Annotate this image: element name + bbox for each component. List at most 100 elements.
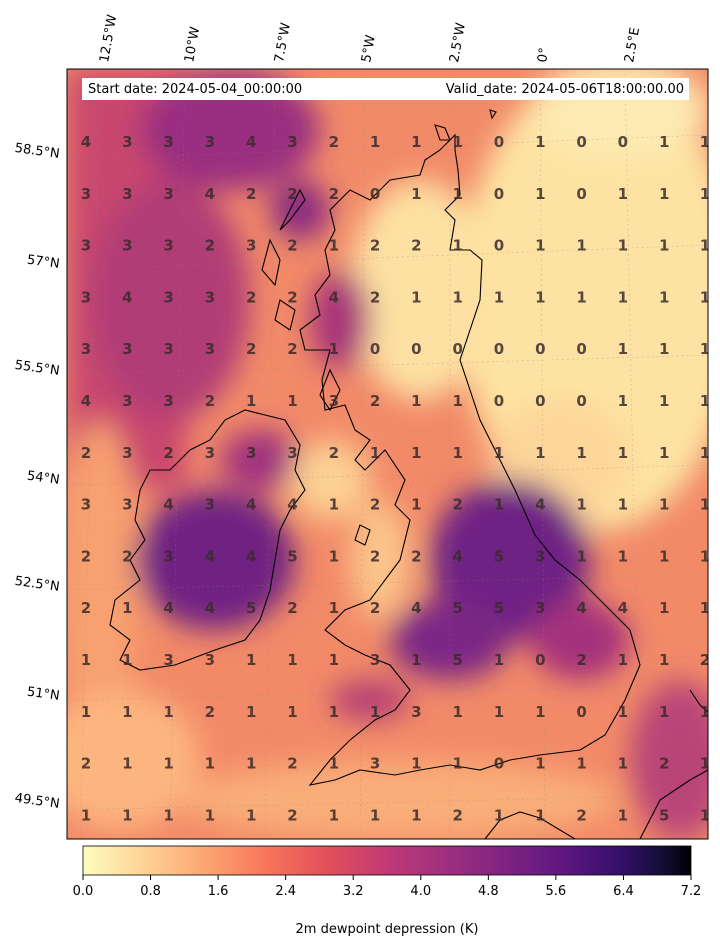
- grid-value: 0: [494, 185, 504, 203]
- grid-value: 3: [205, 496, 215, 514]
- grid-value: 2: [205, 237, 215, 255]
- grid-value-edge: 1: [700, 496, 710, 514]
- grid-value: 2: [287, 755, 297, 773]
- grid-value: 1: [618, 185, 628, 203]
- grid-value-edge: 1: [700, 444, 710, 462]
- grid-value: 2: [205, 703, 215, 721]
- grid-value: 3: [122, 444, 132, 462]
- grid-value: 3: [163, 288, 173, 306]
- grid-value: 1: [576, 444, 586, 462]
- grid-value: 2: [576, 651, 586, 669]
- grid-value: 0: [370, 340, 380, 358]
- grid-value: 3: [122, 496, 132, 514]
- grid-value: 1: [329, 806, 339, 824]
- grid-value: 2: [452, 806, 462, 824]
- grid-value: 1: [411, 444, 421, 462]
- grid-value: 3: [122, 340, 132, 358]
- grid-value: 0: [494, 237, 504, 255]
- grid-value: 1: [494, 651, 504, 669]
- grid-value: 4: [535, 496, 545, 514]
- grid-value: 2: [81, 755, 91, 773]
- grid-value: 1: [411, 185, 421, 203]
- grid-value: 5: [246, 599, 256, 617]
- latitude-label: 52.5°N: [14, 574, 61, 595]
- grid-value: 1: [329, 703, 339, 721]
- grid-value: 4: [205, 599, 215, 617]
- map-field: 4 3 3 3 4 3 2 1 1 1 0 1 0 0 1 1 3 3 3 4 2 2 2 0 1 1 0 1 0 1 1 1 3 3 3 2 3 2 1 2…: [67, 69, 710, 839]
- grid-value: 0: [411, 340, 421, 358]
- grid-value: 2: [287, 806, 297, 824]
- grid-value: 1: [163, 806, 173, 824]
- grid-value: 1: [494, 444, 504, 462]
- grid-value: 1: [535, 806, 545, 824]
- grid-value: 3: [535, 599, 545, 617]
- colorbar-tick-label: 5.6: [546, 884, 567, 899]
- grid-value: 1: [576, 288, 586, 306]
- grid-value-edge: 1: [700, 703, 710, 721]
- grid-value: 2: [287, 340, 297, 358]
- colorbar-tick-label: 1.6: [208, 884, 229, 899]
- grid-value: 1: [576, 547, 586, 565]
- grid-value: 0: [576, 703, 586, 721]
- grid-value: 1: [205, 806, 215, 824]
- grid-value: 0: [576, 133, 586, 151]
- grid-value: 1: [576, 755, 586, 773]
- longitude-label: 2.5°E: [622, 26, 643, 63]
- grid-value: 3: [287, 133, 297, 151]
- longitude-label: 0°: [535, 47, 552, 64]
- grid-value: 3: [163, 547, 173, 565]
- grid-value: 1: [205, 755, 215, 773]
- grid-value: 2: [370, 496, 380, 514]
- grid-value: 1: [452, 133, 462, 151]
- grid-value: 1: [329, 547, 339, 565]
- grid-value: 2: [659, 755, 669, 773]
- grid-value-edge: 1: [700, 599, 710, 617]
- grid-value: 2: [411, 237, 421, 255]
- grid-value: 3: [122, 392, 132, 410]
- header-box: [82, 78, 689, 100]
- grid-value-edge: 1: [700, 547, 710, 565]
- grid-value: 2: [246, 185, 256, 203]
- grid-value: 1: [618, 651, 628, 669]
- grid-value: 1: [659, 133, 669, 151]
- grid-value: 1: [411, 651, 421, 669]
- grid-value: 1: [618, 237, 628, 255]
- grid-value: 1: [659, 237, 669, 255]
- grid-value: 1: [535, 237, 545, 255]
- grid-value-edge: 1: [700, 288, 710, 306]
- grid-value: 0: [494, 392, 504, 410]
- grid-value: 3: [246, 237, 256, 255]
- longitude-label: 10°W: [182, 26, 203, 64]
- grid-value-edge: 1: [700, 340, 710, 358]
- grid-value: 2: [287, 288, 297, 306]
- grid-value: 1: [411, 496, 421, 514]
- latitude-label: 57°N: [26, 253, 61, 272]
- grid-value: 1: [411, 288, 421, 306]
- grid-value: 1: [81, 651, 91, 669]
- colorbar-tick-label: 0.0: [73, 884, 94, 899]
- colorbar-label: 2m dewpoint depression (K): [296, 922, 479, 937]
- grid-value: 1: [246, 651, 256, 669]
- grid-value: 2: [576, 806, 586, 824]
- grid-value: 2: [329, 185, 339, 203]
- grid-value: 2: [370, 237, 380, 255]
- grid-value: 1: [618, 547, 628, 565]
- grid-value: 1: [659, 392, 669, 410]
- grid-value: 1: [411, 133, 421, 151]
- grid-value: 1: [122, 703, 132, 721]
- grid-value: 4: [81, 133, 91, 151]
- grid-value: 2: [370, 392, 380, 410]
- grid-value-edge: 1: [700, 755, 710, 773]
- grid-value: 4: [411, 599, 421, 617]
- colorbar-ticks: 0.0 0.8 1.6 2.4 3.2 4.0 4.8 5.6 6.4 7.2: [73, 875, 701, 899]
- grid-value: 4: [246, 547, 256, 565]
- grid-value: 2: [329, 133, 339, 151]
- grid-value: 5: [494, 599, 504, 617]
- grid-value: 1: [122, 651, 132, 669]
- grid-value: 3: [411, 703, 421, 721]
- grid-value: 1: [246, 392, 256, 410]
- grid-value: 1: [452, 755, 462, 773]
- grid-value: 1: [576, 496, 586, 514]
- grid-value: 1: [535, 185, 545, 203]
